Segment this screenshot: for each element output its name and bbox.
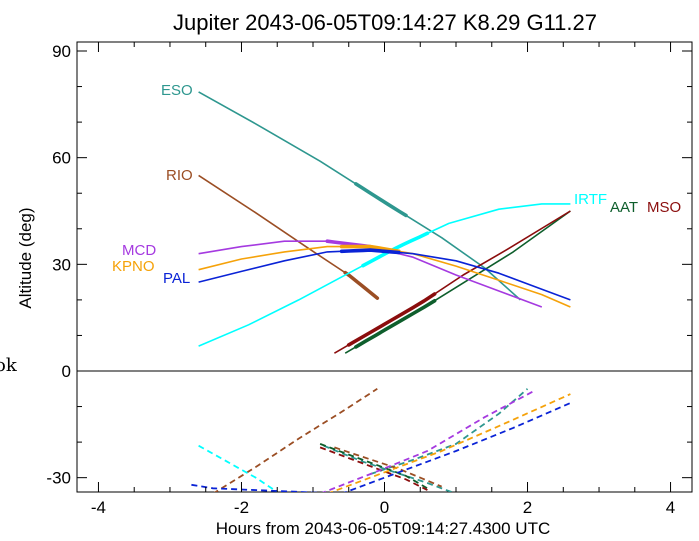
series-label-pal: PAL: [163, 270, 190, 287]
x-tick-label: -4: [91, 498, 106, 517]
data-layer: [191, 91, 571, 492]
series-thick-pal: [339, 248, 401, 255]
y-axis-label: Altitude (deg): [16, 207, 35, 308]
series-line-eso: [198, 91, 521, 301]
y-tick-label: 30: [52, 255, 71, 274]
series-label-aat: AAT: [610, 199, 638, 216]
stray-text: ok: [0, 355, 18, 376]
series-thick-aat: [354, 299, 437, 349]
series-dashed-mso: [319, 446, 428, 491]
series-thick-mso: [346, 292, 437, 347]
series-dashed-kpno: [329, 393, 571, 492]
plot-frame: [76, 41, 693, 493]
series-group: [191, 91, 571, 492]
series-label-mso: MSO: [647, 199, 681, 216]
series-dashed-eso: [369, 388, 529, 475]
series-dashed-mcd: [321, 389, 536, 492]
y-tick-label: 0: [62, 362, 71, 381]
x-tick-label: 2: [523, 498, 532, 517]
x-axis-label: Hours from 2043-06-05T09:14:27.4300 UTC: [216, 519, 551, 538]
y-tick-label: -30: [46, 469, 71, 488]
series-thick-irtf: [361, 231, 430, 268]
series-label-eso: ESO: [161, 82, 193, 99]
tick-layer: -4 -2 0 2 4 90 60 30 0 -30: [46, 42, 692, 517]
series-line-rio: [198, 174, 378, 299]
x-tick-label: -2: [234, 498, 249, 517]
x-tick-label: 4: [666, 498, 675, 517]
series-label-kpno: KPNO: [112, 258, 155, 275]
series-label-mcd: MCD: [122, 242, 156, 259]
chart-title: Jupiter 2043-06-05T09:14:27 K8.29 G11.27: [173, 10, 597, 35]
series-dashed2-eso: [323, 444, 455, 492]
series-thick-eso: [354, 182, 408, 218]
series-dashed-rio: [213, 388, 378, 492]
y-tick-label: 60: [52, 149, 71, 168]
series-dashed-aat: [319, 443, 428, 490]
series-dashed-irtf: [198, 444, 278, 492]
series-dashed2-rio: [334, 446, 443, 488]
y-tick-label: 90: [52, 42, 71, 61]
series-dashed-pal: [191, 402, 571, 492]
series-thick-kpno: [339, 244, 401, 254]
series-label-rio: RIO: [166, 167, 193, 184]
series-label-irtf: IRTF: [574, 191, 607, 208]
series-thick-rio: [343, 270, 380, 300]
x-tick-label: 0: [380, 498, 389, 517]
